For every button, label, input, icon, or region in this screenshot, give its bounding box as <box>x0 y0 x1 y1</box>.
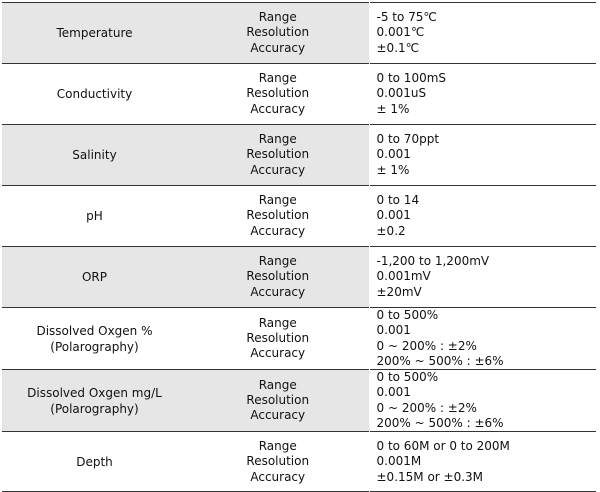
label-cell: Range Resolution Accuracy <box>187 246 369 308</box>
label-cell: Range Resolution Accuracy <box>187 2 369 64</box>
parameter-cell: Dissolved Oxgen % (Polarography) <box>2 308 187 370</box>
table-row: Temperature Range Resolution Accuracy -5… <box>2 2 596 64</box>
resolution-label: Resolution <box>246 147 310 162</box>
parameter-cell: pH <box>2 186 187 247</box>
parameter-method: (Polarography) <box>50 401 139 416</box>
value-cell: 0 to 500% 0.001 0 ~ 200% : ±2% 200% ~ 50… <box>368 369 596 432</box>
accuracy-value: ±0.15M or ±0.3M <box>376 469 484 484</box>
range-label: Range <box>258 132 297 147</box>
range-value: 0 to 14 <box>376 193 420 208</box>
value-cell: -5 to 75℃ 0.001℃ ±0.1℃ <box>368 2 596 64</box>
accuracy-value: 0 ~ 200% : ±2% <box>376 338 477 353</box>
range-label: Range <box>258 71 297 86</box>
range-label: Range <box>258 438 297 453</box>
value-cell: 0 to 100mS 0.001uS ± 1% <box>368 63 596 125</box>
resolution-label: Resolution <box>246 208 310 223</box>
range-value: 0 to 70ppt <box>376 132 440 147</box>
resolution-value: 0.001M <box>376 454 422 469</box>
accuracy-value-high: 200% ~ 500% : ±6% <box>376 416 504 431</box>
resolution-value: 0.001 <box>376 147 411 162</box>
accuracy-value: 0 ~ 200% : ±2% <box>376 400 477 415</box>
accuracy-value: ±20mV <box>376 284 422 299</box>
resolution-value: 0.001 <box>376 385 411 400</box>
range-value: -5 to 75℃ <box>376 10 437 25</box>
parameter-name: Temperature <box>56 26 133 40</box>
resolution-label: Resolution <box>246 25 310 40</box>
range-label: Range <box>258 254 297 269</box>
table-row: pH Range Resolution Accuracy 0 to 14 0.0… <box>2 185 596 247</box>
parameter-cell: Temperature <box>2 2 187 64</box>
parameter-method: (Polarography) <box>50 339 139 354</box>
parameter-name: Conductivity <box>56 87 133 101</box>
accuracy-label: Accuracy <box>250 284 306 299</box>
parameter-name: pH <box>86 209 103 223</box>
resolution-label: Resolution <box>246 330 310 345</box>
accuracy-label: Accuracy <box>250 223 306 238</box>
resolution-label: Resolution <box>246 454 310 469</box>
range-value: 0 to 100mS <box>376 71 447 86</box>
table-row: ORP Range Resolution Accuracy -1,200 to … <box>2 246 596 308</box>
resolution-value: 0.001℃ <box>376 25 425 40</box>
parameter-cell: Conductivity <box>2 64 187 125</box>
table-row: Conductivity Range Resolution Accuracy 0… <box>2 63 596 125</box>
resolution-value: 0.001uS <box>376 86 427 101</box>
resolution-value: 0.001mV <box>376 269 431 284</box>
label-cell: Range Resolution Accuracy <box>187 186 369 247</box>
range-value: 0 to 500% <box>376 308 439 322</box>
resolution-label: Resolution <box>246 86 310 101</box>
table-row: Depth Range Resolution Accuracy 0 to 60M… <box>2 431 596 492</box>
label-cell: Range Resolution Accuracy <box>187 432 369 492</box>
parameter-name: Depth <box>76 454 113 469</box>
range-label: Range <box>258 193 297 208</box>
parameter-cell: Dissolved Oxgen mg/L (Polarography) <box>2 369 187 432</box>
label-cell: Range Resolution Accuracy <box>187 369 369 432</box>
parameter-name: Dissolved Oxgen mg/L <box>27 385 162 400</box>
range-value: -1,200 to 1,200mV <box>376 254 490 269</box>
table-row: Salinity Range Resolution Accuracy 0 to … <box>2 124 596 186</box>
value-cell: 0 to 14 0.001 ±0.2 <box>368 185 596 247</box>
table-row: Dissolved Oxgen % (Polarography) Range R… <box>2 307 596 370</box>
label-cell: Range Resolution Accuracy <box>187 124 369 186</box>
accuracy-value: ± 1% <box>376 162 410 177</box>
range-label: Range <box>258 377 297 392</box>
value-cell: 0 to 500% 0.001 0 ~ 200% : ±2% 200% ~ 50… <box>368 307 596 370</box>
range-label: Range <box>258 10 297 25</box>
value-cell: 0 to 60M or 0 to 200M 0.001M ±0.15M or ±… <box>368 431 596 492</box>
accuracy-value-high: 200% ~ 500% : ±6% <box>376 353 504 368</box>
accuracy-label: Accuracy <box>250 162 306 177</box>
parameter-cell: Salinity <box>2 124 187 186</box>
resolution-value: 0.001 <box>376 323 411 338</box>
accuracy-label: Accuracy <box>250 346 306 361</box>
accuracy-label: Accuracy <box>250 101 306 116</box>
accuracy-value: ±0.1℃ <box>376 40 420 55</box>
parameter-cell: ORP <box>2 246 187 308</box>
resolution-label: Resolution <box>246 393 310 408</box>
parameter-cell: Depth <box>2 432 187 492</box>
label-cell: Range Resolution Accuracy <box>187 64 369 125</box>
table-row: Dissolved Oxgen mg/L (Polarography) Rang… <box>2 369 596 432</box>
accuracy-label: Accuracy <box>250 469 306 484</box>
accuracy-label: Accuracy <box>250 40 306 55</box>
value-cell: 0 to 70ppt 0.001 ± 1% <box>368 124 596 186</box>
resolution-value: 0.001 <box>376 208 411 223</box>
accuracy-label: Accuracy <box>250 408 306 423</box>
resolution-label: Resolution <box>246 269 310 284</box>
value-cell: -1,200 to 1,200mV 0.001mV ±20mV <box>368 246 596 308</box>
accuracy-value: ± 1% <box>376 101 410 116</box>
parameter-name: ORP <box>81 270 108 284</box>
range-label: Range <box>258 315 297 330</box>
range-value: 0 to 500% <box>376 370 439 385</box>
accuracy-value: ±0.2 <box>376 223 406 238</box>
parameter-name: Dissolved Oxgen % <box>36 323 153 338</box>
parameter-name: Salinity <box>72 148 117 162</box>
label-cell: Range Resolution Accuracy <box>187 308 369 370</box>
range-value: 0 to 60M or 0 to 200M <box>376 438 510 453</box>
